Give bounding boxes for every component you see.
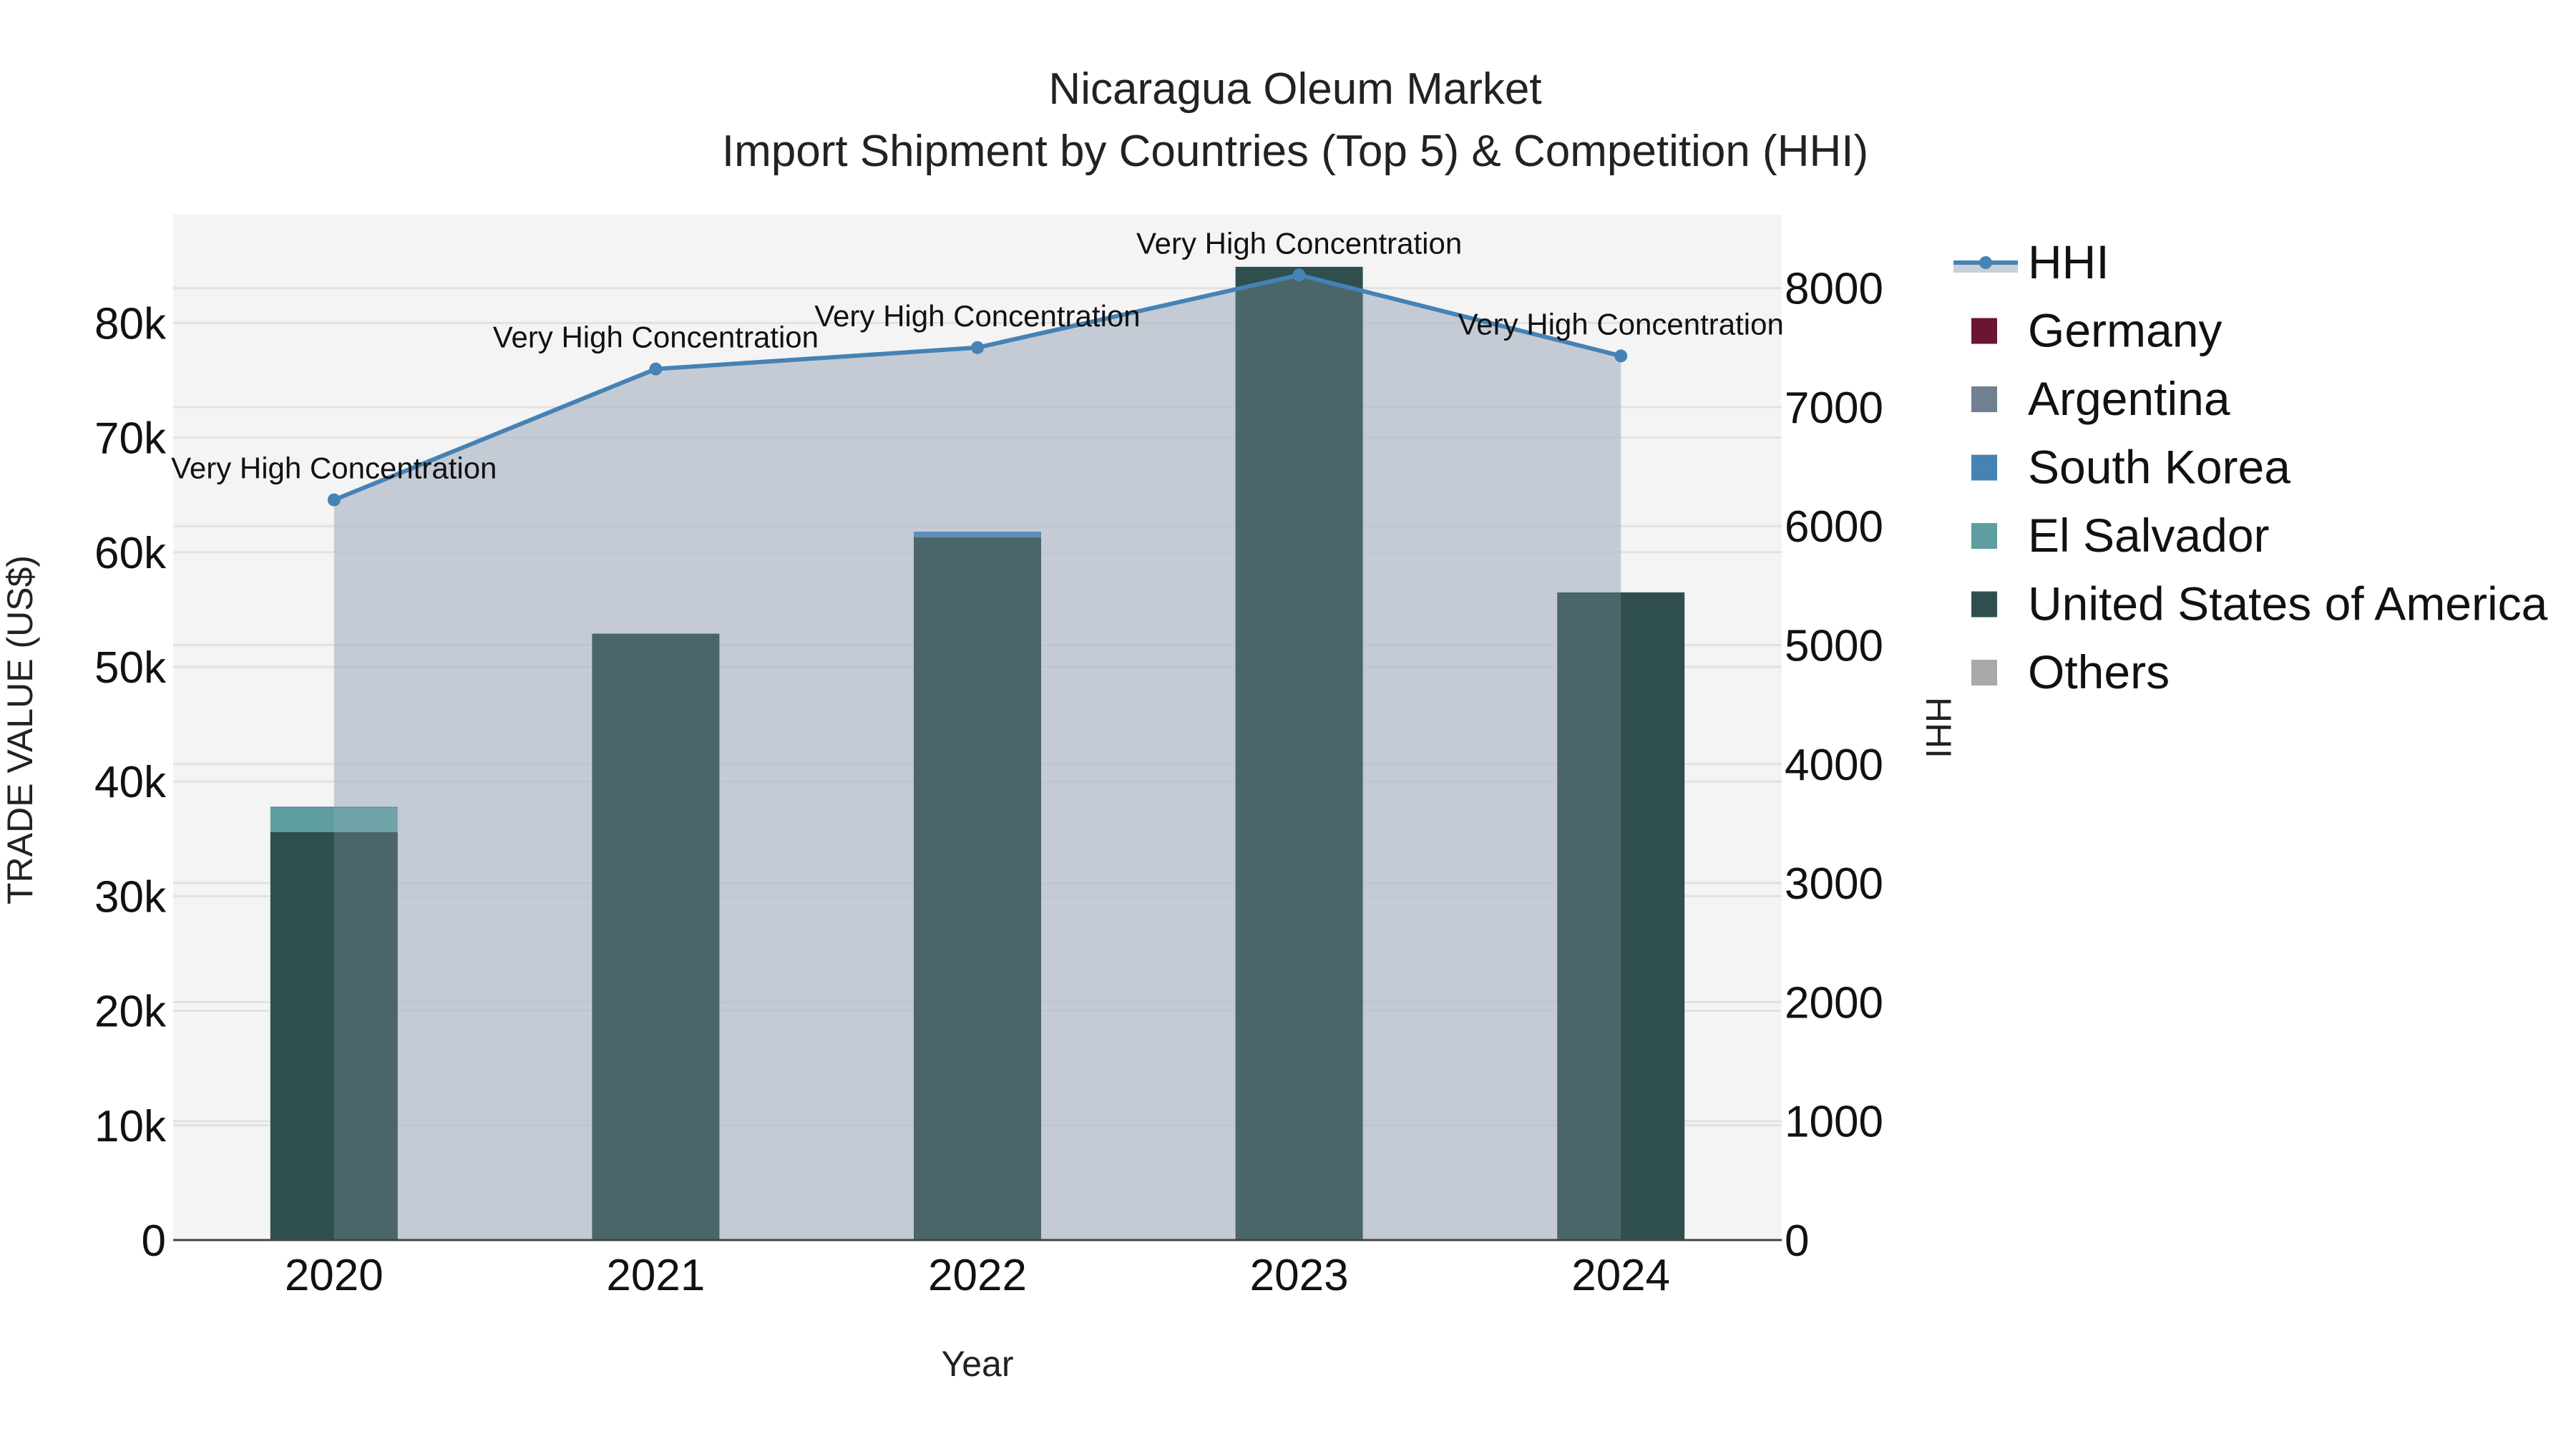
legend: HHI Germany Argentina South Korea El Salvado… bbox=[1953, 235, 2548, 698]
svg-text:70k: 70k bbox=[94, 414, 167, 464]
bar-south-korea-2022[interactable] bbox=[914, 531, 1041, 537]
hhi-annotation: Very High Concentration bbox=[1136, 226, 1462, 260]
svg-text:2021: 2021 bbox=[606, 1251, 705, 1300]
legend-item-hhi[interactable]: HHI bbox=[1953, 235, 2109, 288]
svg-text:50k: 50k bbox=[94, 643, 167, 693]
bar-united-states-of-america-2024[interactable] bbox=[1557, 592, 1685, 1240]
hhi-annotation: Very High Concentration bbox=[814, 299, 1140, 333]
svg-text:7000: 7000 bbox=[1785, 384, 1883, 433]
svg-text:Others: Others bbox=[2028, 645, 2170, 698]
hhi-annotation: Very High Concentration bbox=[171, 452, 497, 485]
svg-text:Argentina: Argentina bbox=[2028, 372, 2230, 425]
svg-text:5000: 5000 bbox=[1785, 622, 1883, 671]
svg-text:United States of America: United States of America bbox=[2028, 577, 2548, 630]
y-left-ticks: 0 10k 20k 30k 40k 50k 60k 70k 80k bbox=[94, 299, 167, 1266]
legend-item-united-states-of-america[interactable]: United States of America bbox=[1971, 577, 2548, 630]
svg-text:0: 0 bbox=[1785, 1216, 1809, 1266]
y-left-axis-label: TRADE VALUE (US$) bbox=[0, 555, 40, 904]
hhi-point-2023[interactable] bbox=[1292, 268, 1306, 282]
legend-item-south-korea[interactable]: South Korea bbox=[1971, 441, 2290, 494]
svg-text:2024: 2024 bbox=[1571, 1251, 1670, 1300]
bar-south-korea-2020[interactable] bbox=[270, 806, 398, 809]
svg-text:10k: 10k bbox=[94, 1102, 167, 1151]
hhi-point-2021[interactable] bbox=[649, 362, 663, 376]
svg-text:40k: 40k bbox=[94, 758, 167, 807]
svg-text:1000: 1000 bbox=[1785, 1098, 1883, 1147]
svg-text:20k: 20k bbox=[94, 987, 167, 1037]
svg-text:60k: 60k bbox=[94, 529, 167, 578]
svg-text:0: 0 bbox=[142, 1216, 166, 1266]
x-axis-label: Year bbox=[941, 1344, 1013, 1384]
svg-text:2022: 2022 bbox=[928, 1251, 1027, 1300]
svg-text:2023: 2023 bbox=[1250, 1251, 1349, 1300]
svg-text:80k: 80k bbox=[94, 299, 167, 348]
svg-text:HHI: HHI bbox=[2028, 235, 2109, 288]
svg-text:South Korea: South Korea bbox=[2028, 441, 2290, 494]
legend-item-germany[interactable]: Germany bbox=[1971, 304, 2222, 357]
svg-text:El Salvador: El Salvador bbox=[2028, 509, 2270, 562]
svg-text:2020: 2020 bbox=[285, 1251, 384, 1300]
legend-item-argentina[interactable]: Argentina bbox=[1971, 372, 2230, 425]
bar-united-states-of-america-2022[interactable] bbox=[914, 537, 1041, 1240]
svg-text:Germany: Germany bbox=[2028, 304, 2222, 357]
svg-text:2000: 2000 bbox=[1785, 978, 1883, 1028]
svg-text:3000: 3000 bbox=[1785, 859, 1883, 909]
hhi-point-2020[interactable] bbox=[327, 493, 341, 507]
chart-title-line2: Import Shipment by Countries (Top 5) & C… bbox=[722, 127, 1868, 176]
bars bbox=[270, 266, 1685, 1241]
svg-text:6000: 6000 bbox=[1785, 502, 1883, 552]
bar-el-salvador-2020[interactable] bbox=[270, 808, 398, 832]
y-right-ticks: 0 1000 2000 3000 4000 5000 6000 7000 8000 bbox=[1785, 265, 1883, 1266]
svg-text:4000: 4000 bbox=[1785, 741, 1883, 790]
hhi-annotation: Very High Concentration bbox=[1458, 307, 1784, 341]
y-right-axis-label: HHI bbox=[1918, 697, 1958, 758]
chart-title-line1: Nicaragua Oleum Market bbox=[1048, 64, 1541, 114]
x-ticks: 2020 2021 2022 2023 2024 bbox=[285, 1251, 1670, 1300]
svg-text:8000: 8000 bbox=[1785, 265, 1883, 314]
svg-text:30k: 30k bbox=[94, 872, 167, 922]
hhi-line bbox=[327, 268, 1628, 507]
hhi-annotation: Very High Concentration bbox=[493, 321, 819, 354]
hhi-point-2022[interactable] bbox=[971, 341, 984, 354]
legend-item-others[interactable]: Others bbox=[1971, 645, 2170, 698]
legend-item-el-salvador[interactable]: El Salvador bbox=[1971, 509, 2270, 562]
bar-united-states-of-america-2021[interactable] bbox=[592, 633, 720, 1240]
hhi-point-2024[interactable] bbox=[1614, 349, 1628, 363]
bar-united-states-of-america-2020[interactable] bbox=[270, 831, 398, 1240]
bar-united-states-of-america-2023[interactable] bbox=[1235, 266, 1363, 1241]
